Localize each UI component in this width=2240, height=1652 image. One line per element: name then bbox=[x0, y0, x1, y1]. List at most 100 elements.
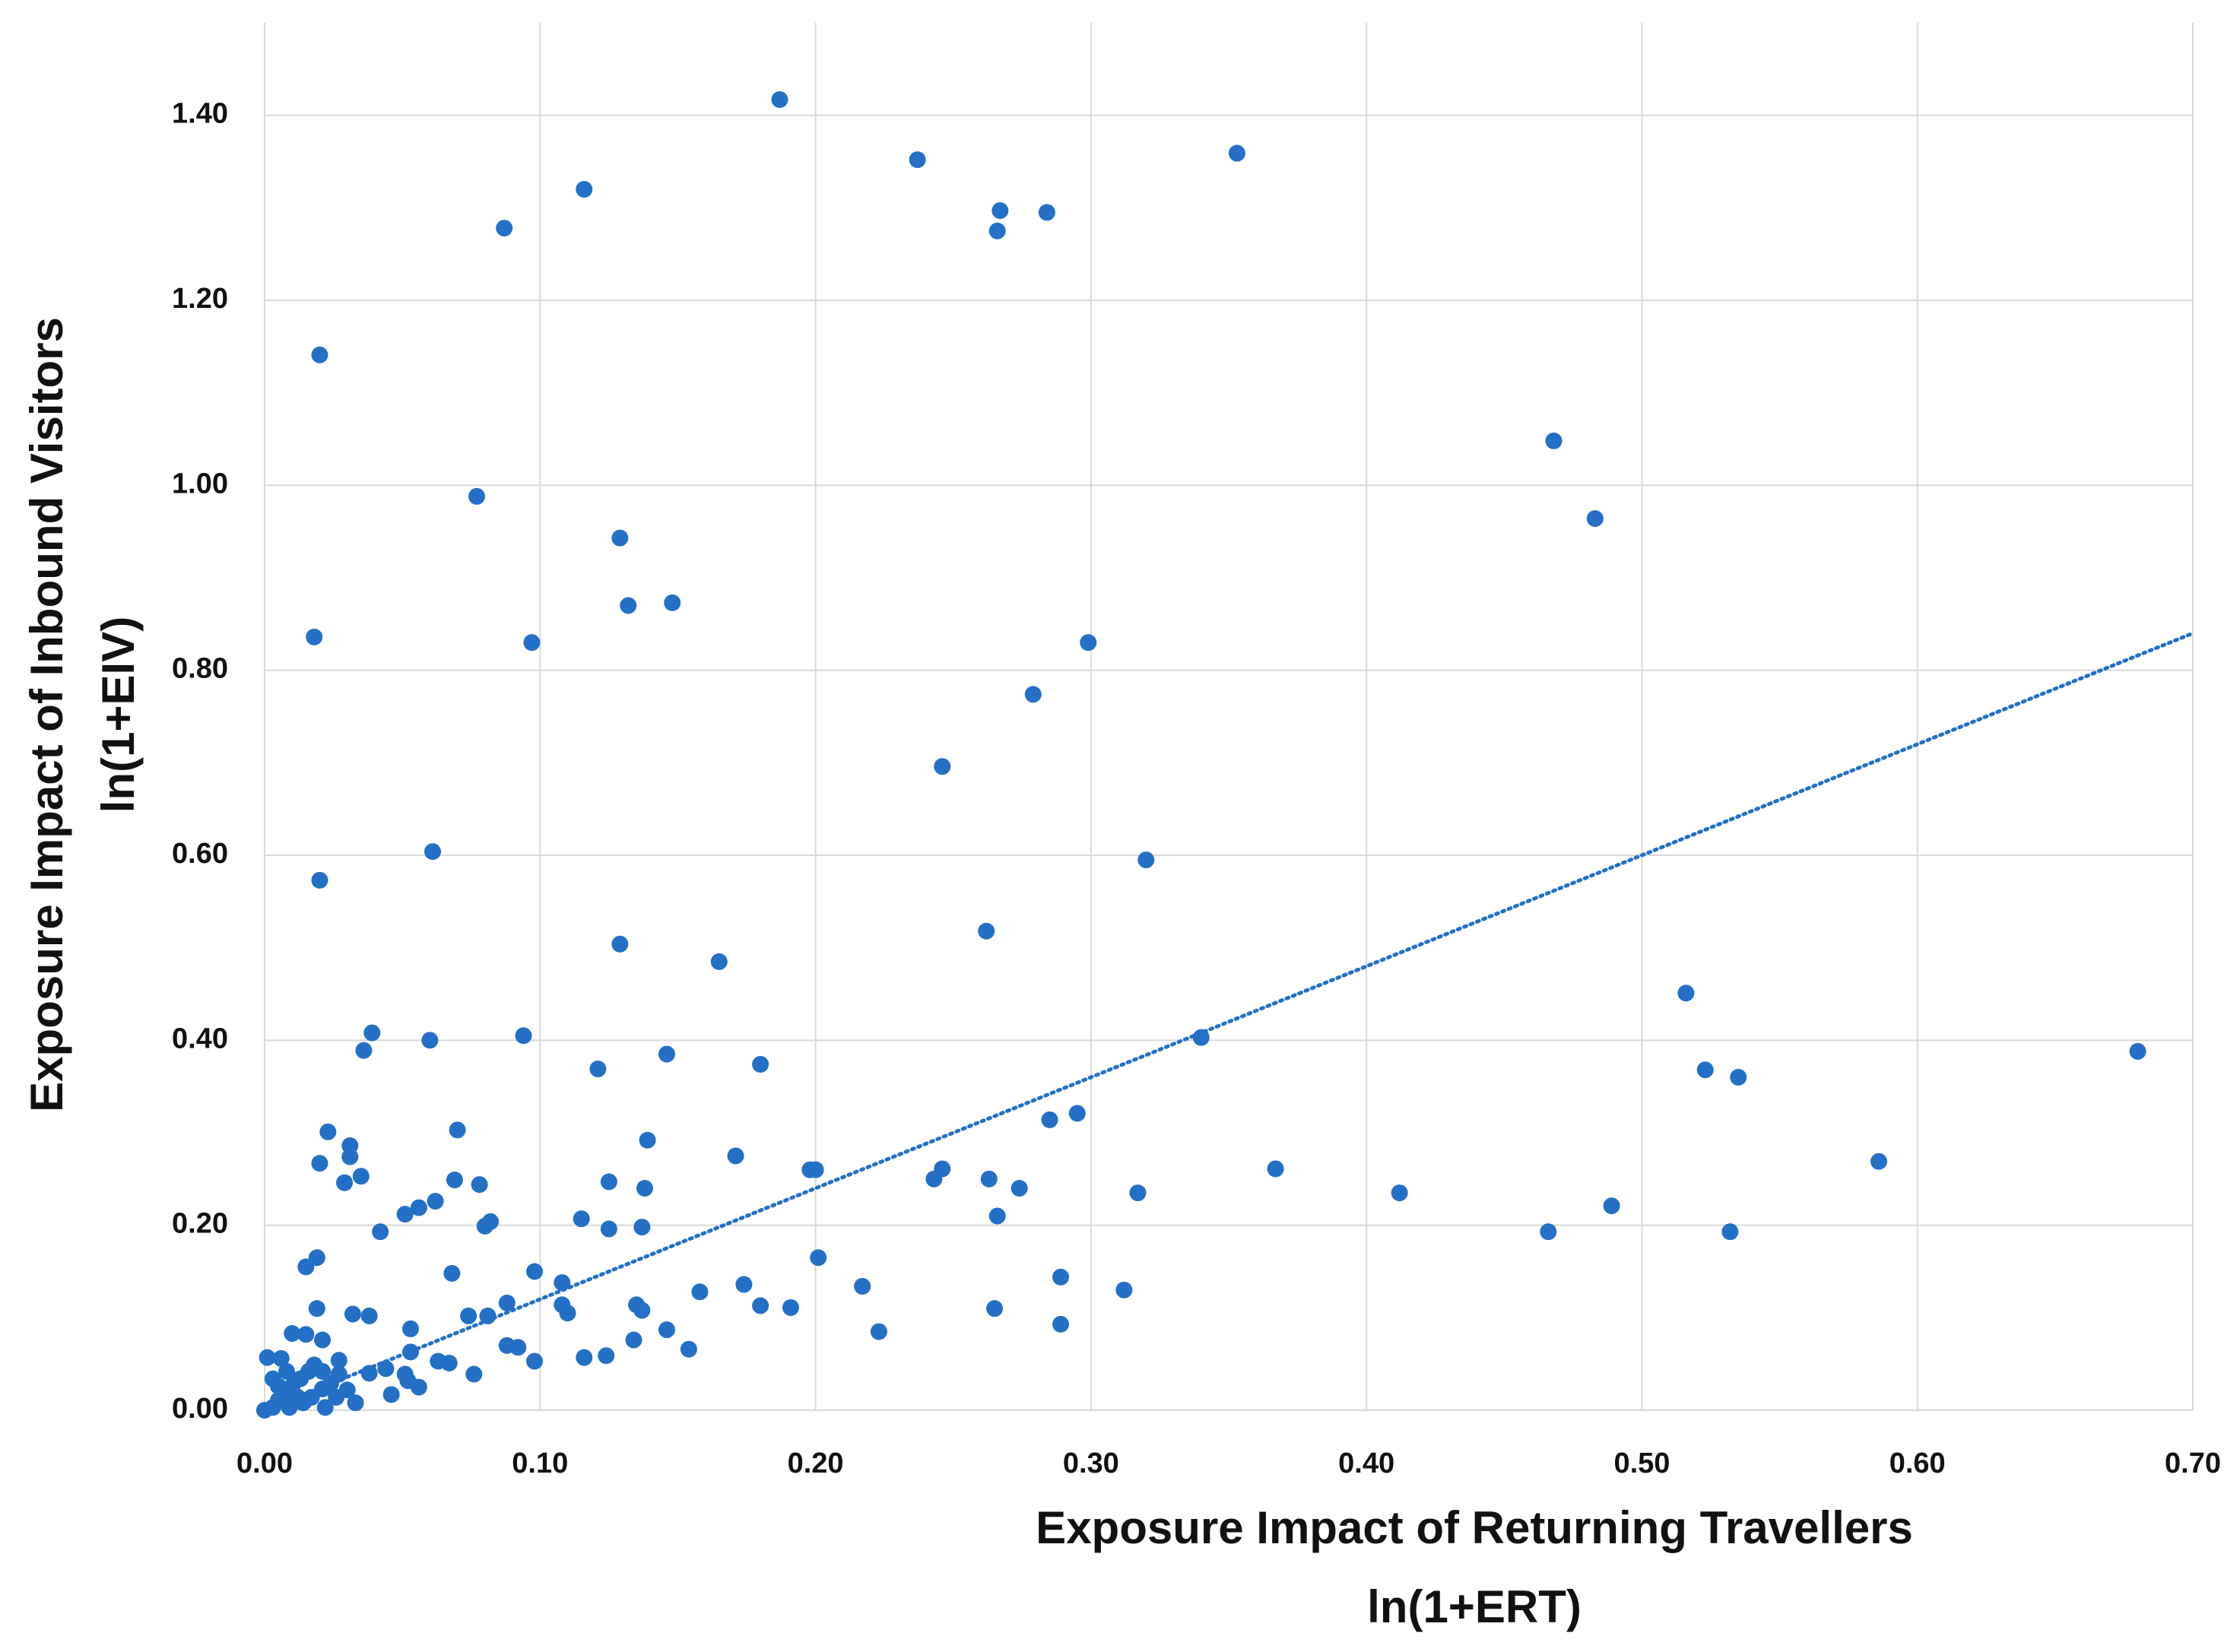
point bbox=[471, 1176, 488, 1194]
point bbox=[460, 1307, 478, 1324]
point bbox=[611, 529, 629, 547]
point bbox=[1730, 1069, 1747, 1086]
point bbox=[341, 1148, 359, 1165]
point bbox=[752, 1055, 769, 1073]
point bbox=[526, 1352, 544, 1370]
point bbox=[449, 1121, 466, 1139]
x-axis-title: ln(1+ERT) bbox=[1367, 1581, 1582, 1632]
point bbox=[576, 181, 593, 198]
point bbox=[314, 1331, 332, 1349]
point bbox=[1068, 1105, 1086, 1122]
point bbox=[372, 1223, 389, 1241]
x-tick-label: 0.50 bbox=[1613, 1447, 1670, 1479]
point bbox=[424, 843, 441, 861]
point bbox=[1041, 1111, 1058, 1128]
point bbox=[270, 1378, 287, 1395]
point bbox=[559, 1305, 576, 1322]
point bbox=[658, 1321, 675, 1339]
point bbox=[1870, 1153, 1887, 1170]
x-tick-label: 0.20 bbox=[788, 1447, 844, 1479]
point bbox=[402, 1320, 420, 1337]
point bbox=[807, 1161, 824, 1178]
point bbox=[658, 1045, 675, 1063]
point bbox=[1391, 1184, 1408, 1202]
point bbox=[410, 1199, 427, 1216]
point bbox=[352, 1168, 370, 1185]
point bbox=[909, 151, 926, 169]
point bbox=[1603, 1197, 1620, 1215]
point bbox=[297, 1326, 315, 1343]
point bbox=[427, 1193, 444, 1210]
point bbox=[1052, 1268, 1070, 1286]
point bbox=[306, 628, 323, 645]
point bbox=[284, 1325, 301, 1343]
x-tick-label: 0.40 bbox=[1338, 1447, 1394, 1479]
point bbox=[992, 201, 1009, 219]
point bbox=[344, 1305, 361, 1323]
point bbox=[278, 1362, 295, 1380]
y-tick-label: 0.80 bbox=[172, 653, 228, 685]
point bbox=[854, 1277, 871, 1295]
point bbox=[297, 1258, 315, 1276]
point bbox=[710, 953, 728, 970]
point bbox=[479, 1307, 497, 1324]
point bbox=[1137, 851, 1155, 869]
y-tick-label: 0.00 bbox=[172, 1393, 228, 1425]
point bbox=[382, 1386, 400, 1403]
point bbox=[988, 1207, 1006, 1225]
point bbox=[259, 1349, 276, 1366]
point bbox=[600, 1173, 617, 1191]
point bbox=[515, 1027, 532, 1045]
point bbox=[523, 634, 541, 652]
point bbox=[316, 1399, 334, 1416]
y-tick-label: 1.20 bbox=[172, 283, 228, 315]
point bbox=[440, 1354, 458, 1371]
point bbox=[396, 1206, 414, 1223]
point bbox=[1696, 1061, 1714, 1079]
point bbox=[402, 1343, 420, 1361]
point bbox=[1038, 204, 1055, 221]
point bbox=[526, 1263, 544, 1280]
point bbox=[1228, 144, 1245, 162]
point bbox=[1080, 634, 1097, 652]
y-tick-label: 1.00 bbox=[172, 468, 228, 499]
point bbox=[256, 1402, 273, 1419]
point bbox=[338, 1381, 356, 1399]
point bbox=[870, 1323, 887, 1340]
y-tick-label: 0.40 bbox=[172, 1023, 228, 1054]
x-tick-label: 0.60 bbox=[1889, 1447, 1946, 1479]
point bbox=[620, 597, 637, 614]
y-axis-title: ln(1+EIV) bbox=[93, 617, 144, 813]
x-tick-label: 0.30 bbox=[1063, 1447, 1119, 1479]
point bbox=[636, 1180, 653, 1197]
x-axis-title: Exposure Impact of Returning Travellers bbox=[1036, 1502, 1913, 1553]
point bbox=[347, 1394, 364, 1412]
point bbox=[691, 1283, 709, 1301]
point bbox=[664, 594, 681, 611]
point bbox=[600, 1220, 617, 1238]
point bbox=[1540, 1223, 1557, 1241]
point bbox=[410, 1378, 427, 1396]
point bbox=[465, 1365, 483, 1383]
point bbox=[355, 1042, 373, 1059]
point bbox=[1267, 1160, 1284, 1178]
point bbox=[2129, 1042, 2146, 1060]
point bbox=[1586, 510, 1604, 528]
point bbox=[727, 1147, 744, 1165]
point bbox=[925, 1170, 943, 1187]
point bbox=[988, 222, 1006, 239]
point bbox=[509, 1339, 527, 1356]
point bbox=[752, 1297, 769, 1314]
point bbox=[573, 1210, 590, 1228]
point bbox=[308, 1300, 325, 1317]
point bbox=[476, 1217, 493, 1235]
point bbox=[360, 1307, 378, 1324]
point bbox=[330, 1352, 347, 1369]
point bbox=[980, 1170, 998, 1187]
point bbox=[1011, 1180, 1028, 1197]
point bbox=[446, 1172, 463, 1189]
point bbox=[576, 1349, 593, 1366]
y-tick-label: 0.20 bbox=[172, 1208, 228, 1240]
point bbox=[1115, 1281, 1133, 1298]
